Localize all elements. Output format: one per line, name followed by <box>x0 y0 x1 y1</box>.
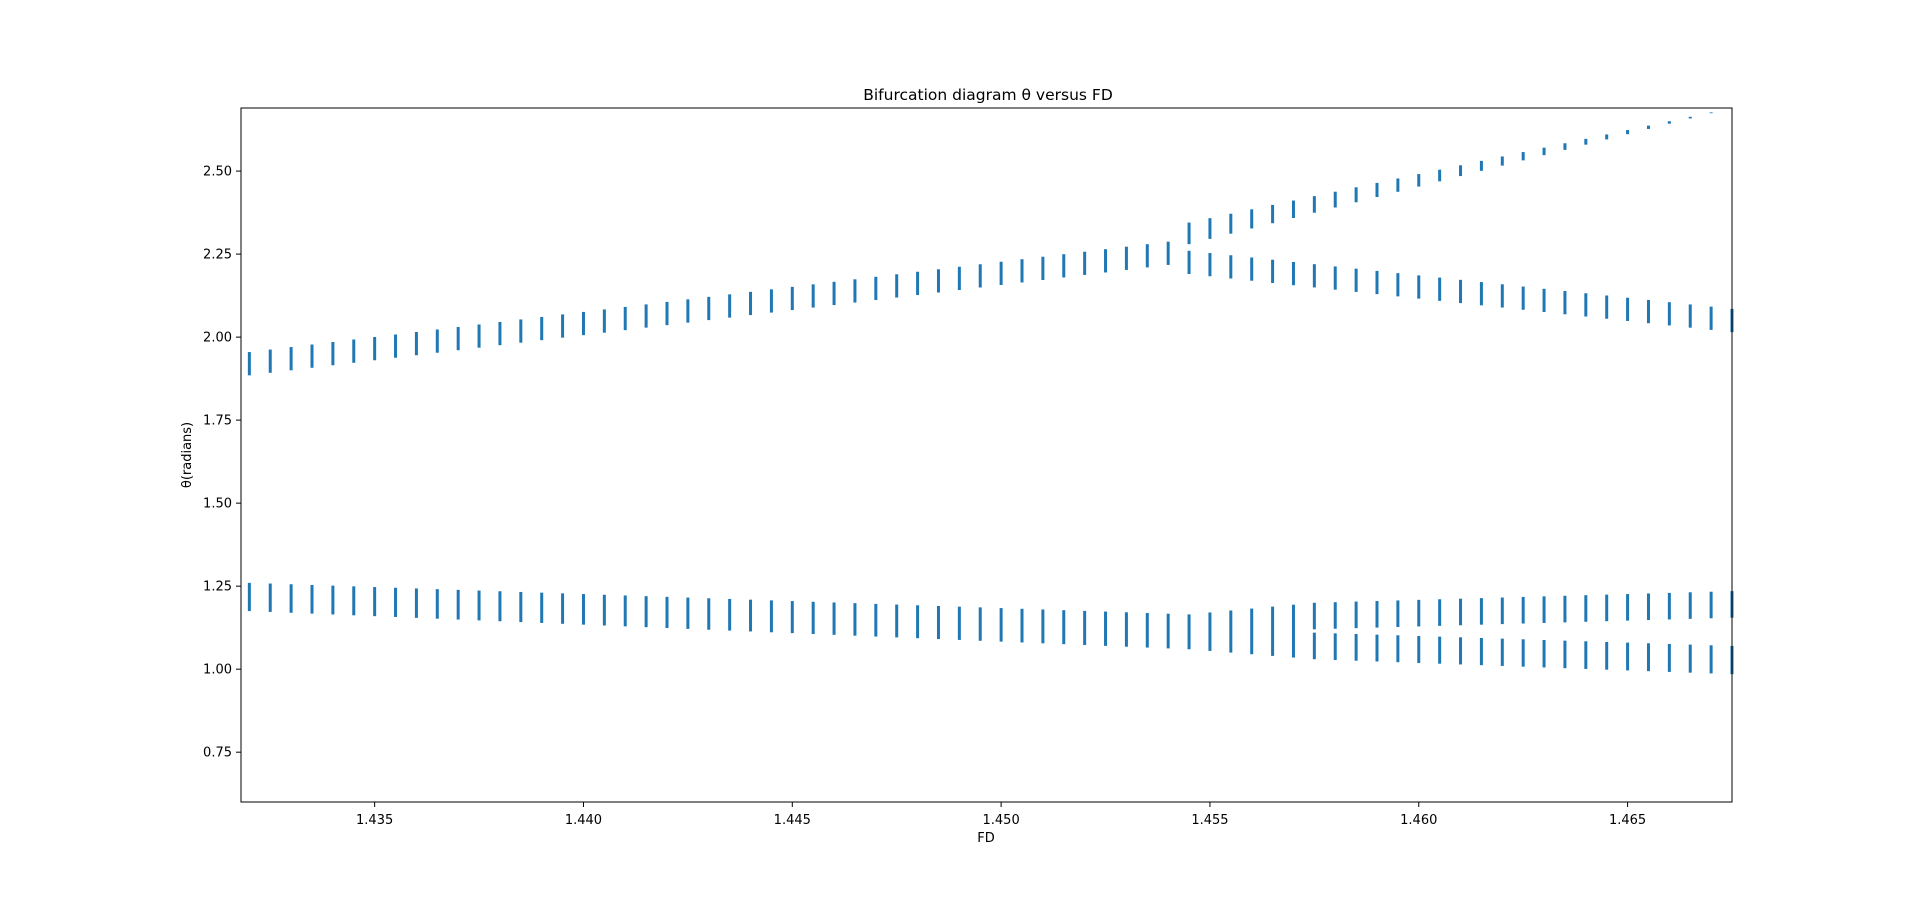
x-tick-label: 1.455 <box>1191 813 1228 828</box>
data-marks <box>247 112 1734 675</box>
y-axis: 0.75 1.00 1.25 1.50 1.75 2.00 2.25 2.50 <box>203 165 241 761</box>
x-tick-label: 1.450 <box>983 813 1020 828</box>
y-tick-label: 1.00 <box>203 663 232 678</box>
y-tick-label: 2.50 <box>203 165 232 180</box>
x-tick-label: 1.435 <box>356 813 393 828</box>
y-tick-label: 0.75 <box>203 746 232 761</box>
x-axis: 1.435 1.440 1.445 1.450 1.455 1.460 1.465 <box>356 802 1646 828</box>
y-tick-label: 1.50 <box>203 497 232 512</box>
x-tick-label: 1.445 <box>774 813 811 828</box>
y-tick-label: 1.25 <box>203 580 232 595</box>
y-tick-label: 2.00 <box>203 331 232 346</box>
x-tick-label: 1.465 <box>1609 813 1646 828</box>
y-tick-label: 2.25 <box>203 248 232 263</box>
y-tick-label: 1.75 <box>203 414 232 429</box>
plot-frame <box>240 107 1733 803</box>
chart-title: Bifurcation diagram θ versus FD <box>863 86 1113 104</box>
y-axis-label: θ(radians) <box>180 422 195 488</box>
x-axis-label: FD <box>977 831 995 846</box>
x-tick-label: 1.460 <box>1400 813 1437 828</box>
x-tick-label: 1.440 <box>565 813 602 828</box>
